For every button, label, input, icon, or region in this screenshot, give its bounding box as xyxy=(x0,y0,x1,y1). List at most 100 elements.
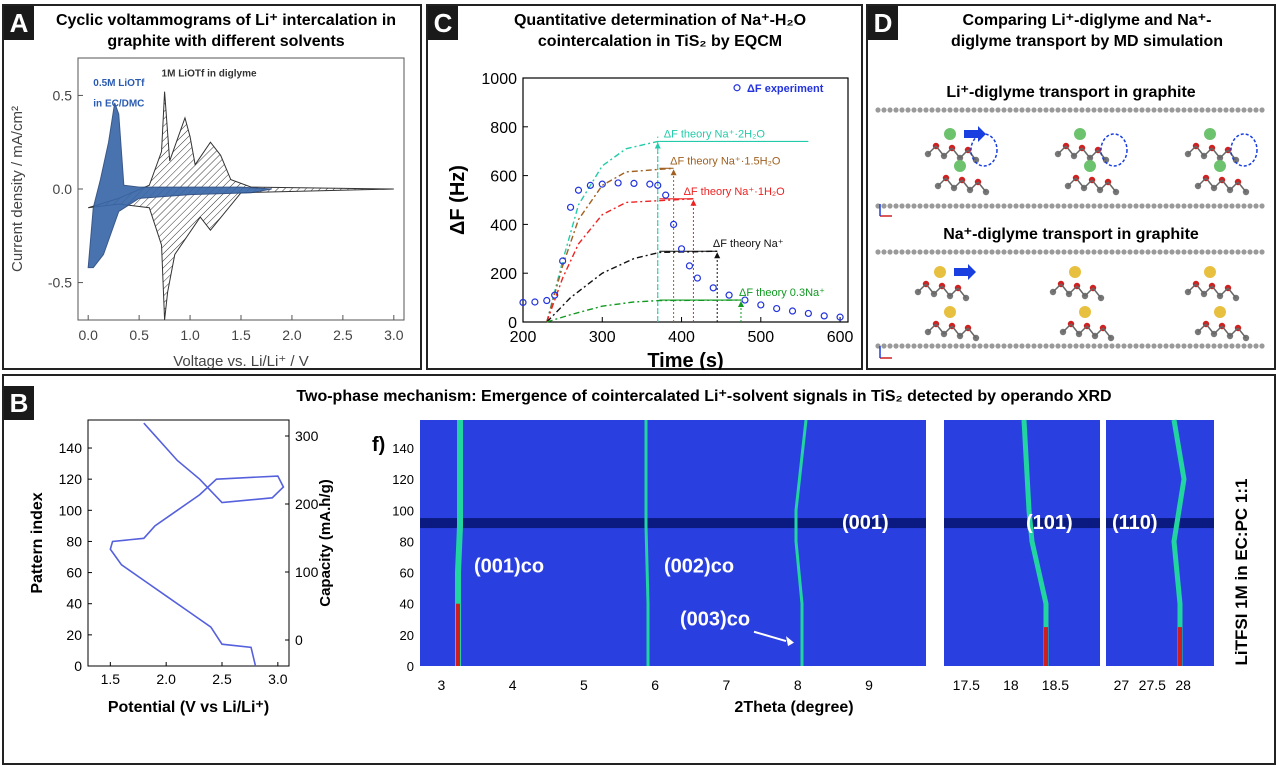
graphite-atom xyxy=(953,249,959,255)
experiment-point xyxy=(551,291,559,299)
y-tick-label: 100 xyxy=(59,502,83,518)
graphite-atom xyxy=(1061,107,1067,113)
graphite-atom xyxy=(923,343,929,349)
graphite-atom xyxy=(1199,203,1205,209)
experiment-point xyxy=(519,298,527,307)
experiment-point xyxy=(586,181,594,189)
diglyme-bond xyxy=(1091,179,1101,191)
x-tick-label: 0.0 xyxy=(78,327,98,343)
graphite-atom xyxy=(1091,249,1097,255)
y2-tick-label: 200 xyxy=(295,496,319,512)
diglyme-bond xyxy=(933,285,943,295)
diffraction-peak xyxy=(1171,419,1187,666)
interruption-band xyxy=(1106,518,1214,529)
graphite-atom xyxy=(1187,343,1193,349)
graphite-atom xyxy=(1151,107,1157,113)
graphite-atom xyxy=(1091,343,1097,349)
x-axis-label: Potential (V vs Li/Li⁺) xyxy=(108,699,269,716)
graphite-atom xyxy=(1013,107,1019,113)
x-tick-label: 2.0 xyxy=(282,327,302,343)
x-axis-label: Voltage vs. Li/Li⁺ / V xyxy=(173,353,309,370)
graphite-atom xyxy=(1217,203,1223,209)
graphite-atom xyxy=(881,343,887,349)
ion xyxy=(1074,128,1086,140)
graphite-atom xyxy=(1157,249,1163,255)
graphite-atom xyxy=(1181,249,1187,255)
panel-b: B Two-phase mechanism: Emergence of coin… xyxy=(2,374,1276,765)
graphite-atom xyxy=(1187,107,1193,113)
experiment-point xyxy=(630,179,638,188)
annotation-ec-dmc-1: 0.5M LiOTf xyxy=(93,78,145,89)
x-tick-label: 8 xyxy=(794,677,802,693)
graphite-atom xyxy=(1175,107,1181,113)
diglyme-bond xyxy=(1081,147,1091,159)
panel-a-letter: A xyxy=(4,6,34,40)
panel-c-title-line2: cointercalation in TiS₂ by EQCM xyxy=(537,33,783,50)
graphite-atom xyxy=(905,107,911,113)
x-tick-label: 17.5 xyxy=(953,677,980,693)
graphite-atom xyxy=(1235,343,1241,349)
y-tick-label: 80 xyxy=(66,533,82,549)
graphite-atom xyxy=(1211,107,1217,113)
graphite-atom xyxy=(881,107,887,113)
experiment-point xyxy=(773,304,781,313)
graphite-atom xyxy=(1199,249,1205,255)
ion xyxy=(1204,266,1216,278)
experiment-point xyxy=(820,312,828,320)
diglyme-bond xyxy=(927,145,937,155)
y-tick-label: 1000 xyxy=(481,71,517,88)
y-tick-label: 120 xyxy=(392,472,414,487)
graphite-atom xyxy=(1067,249,1073,255)
diffraction-peak xyxy=(794,419,808,666)
x-axis-label: Time (s) xyxy=(647,350,723,370)
graphite-atom xyxy=(995,107,1001,113)
graphite-atom xyxy=(1055,203,1061,209)
graphite-atom xyxy=(1103,249,1109,255)
diglyme-bond xyxy=(1237,181,1247,193)
theory-arrowhead xyxy=(670,169,677,176)
x-axis-label: 2Theta (degree) xyxy=(734,699,853,716)
y-tick-label: 40 xyxy=(66,596,82,612)
diglyme-bond xyxy=(1229,181,1239,191)
x-tick-label: 5 xyxy=(580,677,588,693)
graphite-atom xyxy=(1001,343,1007,349)
graphite-atom xyxy=(1043,343,1049,349)
graphite-atom xyxy=(1163,249,1169,255)
graphite-atom xyxy=(1025,249,1031,255)
diglyme-bond xyxy=(1221,325,1231,337)
graphite-atom xyxy=(899,107,905,113)
experiment-point xyxy=(614,179,622,187)
y-tick-label: 200 xyxy=(490,266,517,283)
graphite-atom xyxy=(953,343,959,349)
graphite-atom xyxy=(1145,249,1151,255)
experiment-point xyxy=(685,262,694,270)
graphite-atom xyxy=(1103,343,1109,349)
graphite-atom xyxy=(1049,203,1055,209)
graphite-atom xyxy=(1097,107,1103,113)
x-tick-label: 600 xyxy=(827,329,854,346)
interruption-band xyxy=(420,518,926,529)
graphite-atom xyxy=(983,249,989,255)
y-axis-label: Pattern index xyxy=(29,492,46,593)
graphite-atom xyxy=(917,343,923,349)
diglyme-bond xyxy=(1197,323,1207,333)
graphite-atom xyxy=(929,249,935,255)
graphite-atom xyxy=(983,343,989,349)
graphite-atom xyxy=(1103,107,1109,113)
graphite-atom xyxy=(923,107,929,113)
graphite-atom xyxy=(1169,249,1175,255)
graphite-atom xyxy=(1199,343,1205,349)
graphite-atom xyxy=(1205,107,1211,113)
diglyme-bond xyxy=(1075,177,1085,189)
panel-d-title: Comparing Li⁺-diglyme and Na⁺- diglyme t… xyxy=(902,10,1272,52)
theory-label: ΔF theory Na⁺ xyxy=(713,238,784,250)
y-tick-label: 0.0 xyxy=(53,181,73,197)
graphite-atom xyxy=(1109,249,1115,255)
arrow-icon xyxy=(964,126,986,142)
graphite-atom xyxy=(1193,107,1199,113)
graphite-atom xyxy=(893,249,899,255)
graphite-atom xyxy=(1085,107,1091,113)
experiment-point xyxy=(725,291,733,299)
graphite-atom xyxy=(923,249,929,255)
diglyme-bond xyxy=(935,323,945,335)
